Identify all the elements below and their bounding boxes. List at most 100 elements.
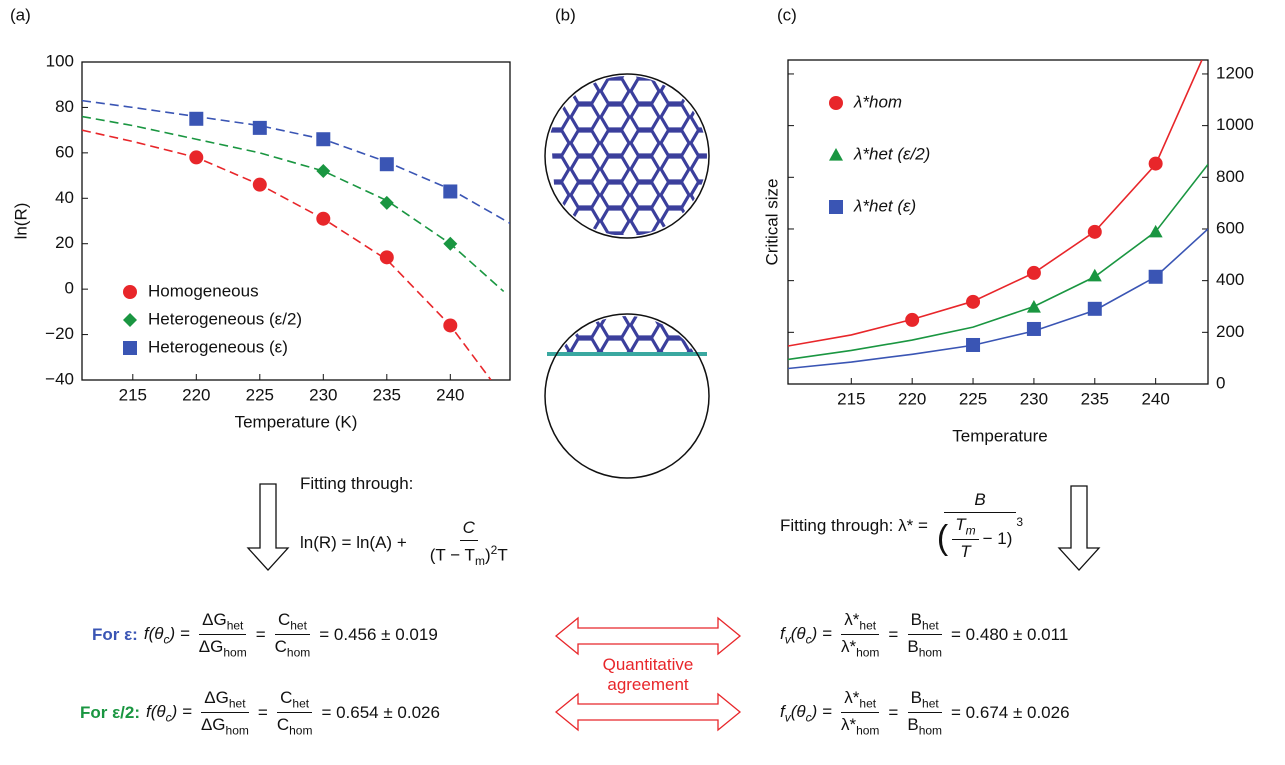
marker [253, 178, 267, 192]
fit-line [788, 60, 1202, 346]
marker [1088, 225, 1102, 239]
snapshot-surface [545, 292, 710, 478]
eq-part: ΔGhet [204, 688, 245, 707]
fraction: Bhet Bhom [904, 688, 945, 738]
y-tick-label: 40 [55, 188, 74, 207]
marker [316, 164, 330, 178]
denominator: λ*hom [838, 713, 882, 737]
y-axis-label: ln(R) [11, 203, 30, 240]
legend-marker [829, 148, 843, 161]
x-tick-label: 230 [309, 385, 337, 404]
x-tick-label: 220 [898, 389, 926, 408]
eq-part: Chom [275, 637, 311, 656]
eq-text: m [475, 554, 485, 568]
eq-text: ln(R) = ln(A) + [300, 533, 407, 553]
eq-text: het [290, 618, 307, 632]
marker [1088, 269, 1102, 282]
eq-text: hom [856, 646, 879, 660]
eq-text: B [911, 610, 922, 629]
eq-part: fv(θc) = [780, 702, 832, 724]
snapshot-bulk [545, 70, 725, 238]
numerator: Bhet [908, 688, 942, 713]
eq-text: het [229, 696, 246, 710]
eq-text: = [256, 625, 266, 645]
panel-label: (c) [777, 5, 797, 24]
numerator: Tm [952, 515, 978, 540]
y-tick-label: 1200 [1216, 63, 1254, 82]
eq-text: ΔG [201, 715, 226, 734]
eq-part: λ*het [844, 688, 876, 707]
fraction: BhetBhom [904, 610, 945, 660]
eq-text: λ* [844, 610, 859, 629]
eq-text: hom [289, 724, 312, 738]
eq-text: λ* [841, 715, 856, 734]
eq-text: B [907, 637, 918, 656]
fit-label: Fitting through: [300, 474, 413, 494]
equation-row: fv(θc) =λ*hetλ*hom=BhetBhom= 0.674 ± 0.0… [780, 688, 1070, 738]
marker [380, 157, 394, 171]
eq-text: = 0.456 ± 0.019 [319, 625, 438, 645]
denominator: ΔGhom [198, 713, 252, 737]
eq-text: = 0.480 ± 0.011 [951, 625, 1068, 645]
marker [316, 132, 330, 146]
marker [443, 237, 457, 251]
figure: (b) (a)215220225230235240−40−20020406080… [0, 0, 1285, 765]
fraction: ChetChom [274, 688, 316, 738]
eq-part: Chet [278, 610, 307, 629]
numerator: ΔGhet [201, 688, 248, 713]
fit-line [82, 117, 504, 292]
y-tick-label: 1000 [1216, 115, 1254, 134]
eq-text: hom [226, 724, 249, 738]
eq-part: f(θc) = [146, 702, 192, 724]
eq-part: ΔGhet [202, 610, 243, 629]
x-axis-label: Temperature [952, 426, 1047, 445]
eq-text: het [292, 696, 309, 710]
numerator: B [944, 490, 1015, 513]
fraction: C (T − Tm)2T [427, 518, 511, 568]
marker [1027, 322, 1041, 336]
legend-marker [829, 96, 843, 110]
x-tick-label: 225 [959, 389, 987, 408]
x-tick-label: 220 [182, 385, 210, 404]
x-tick-label: 235 [1081, 389, 1109, 408]
y-tick-label: 200 [1216, 322, 1244, 341]
panel-label: (a) [10, 5, 31, 24]
eq-text: m [966, 523, 976, 537]
numerator: λ*het [841, 610, 879, 635]
eq-text: B [911, 688, 922, 707]
eq-text: λ* [844, 688, 859, 707]
numerator: C [460, 518, 478, 541]
eq-text: ) = [812, 624, 832, 643]
denominator: Bhom [904, 713, 945, 737]
y-tick-label: −20 [45, 324, 74, 343]
eq-text: ΔG [204, 688, 229, 707]
eq-text: ) = [172, 702, 192, 721]
eq-text: = 0.674 ± 0.026 [951, 703, 1070, 723]
equation-row: For ε:f(θc) =ΔGhetΔGhom=ChetChom= 0.456 … [92, 610, 438, 660]
numerator: λ*het [841, 688, 879, 713]
eq-text: f(θ [144, 624, 164, 643]
eq-part: Bhom [907, 715, 942, 734]
y-tick-label: 0 [1216, 373, 1225, 392]
eq-text: ΔG [202, 610, 227, 629]
row-label: For ε: [92, 625, 138, 645]
legend-marker [829, 200, 843, 214]
y-tick-label: 80 [55, 97, 74, 116]
legend-label: λ*het (ε/2) [853, 144, 930, 163]
x-tick-label: 215 [837, 389, 865, 408]
eq-text: hom [856, 724, 879, 738]
fit-equation-right: Fitting through: λ* = B ( TmT − 1)3 [780, 490, 1026, 562]
legend-label: Homogeneous [148, 281, 259, 300]
x-axis-label: Temperature (K) [235, 412, 358, 431]
x-tick-label: 240 [436, 385, 464, 404]
marker [443, 184, 457, 198]
y-tick-label: −40 [45, 369, 74, 388]
numerator: ΔGhet [199, 610, 246, 635]
numerator: Bhet [908, 610, 942, 635]
marker [316, 212, 330, 226]
eq-part: λ*hom [841, 715, 879, 734]
eq-part: f(θc) = [144, 624, 190, 646]
